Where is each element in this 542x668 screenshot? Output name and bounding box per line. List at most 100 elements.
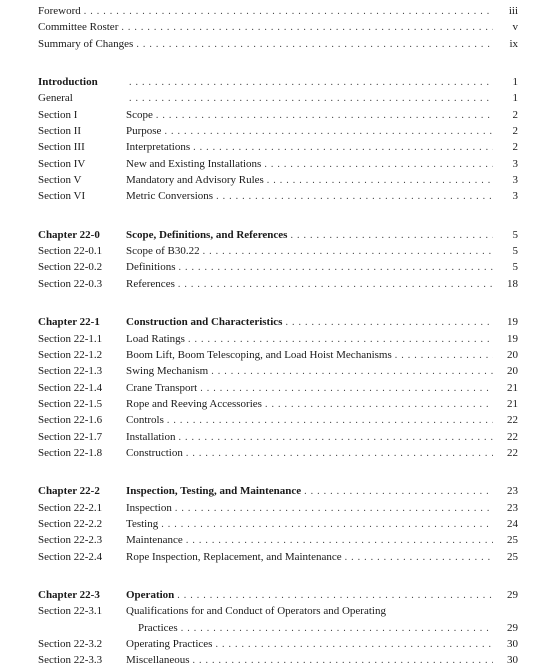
toc-entry-continuation: Practices...............................… <box>38 621 518 636</box>
title-col: Scope, Definitions, and References......… <box>126 228 496 243</box>
title-col: Swing Mechanism.........................… <box>126 364 496 379</box>
section-label: Section VI <box>38 189 126 204</box>
entry-title: Metric Conversions <box>126 189 213 204</box>
table-of-contents: Foreword................................… <box>38 4 518 668</box>
leader-dots: ........................................… <box>265 398 493 412</box>
front-matter-entry: Committee Roster........................… <box>38 20 518 35</box>
page-number: 19 <box>496 315 518 330</box>
entry-title: Purpose <box>126 124 161 139</box>
leader-dots: ........................................… <box>161 518 493 532</box>
leader-dots: ........................................… <box>345 551 493 565</box>
toc-entry: Section 22-1.3Swing Mechanism...........… <box>38 364 518 379</box>
section-label: Introduction <box>38 75 126 90</box>
section-label: Section 22-1.7 <box>38 430 126 445</box>
page-number: 22 <box>496 413 518 428</box>
toc-entry: Section IIPurpose.......................… <box>38 124 518 139</box>
title-col: References..............................… <box>126 277 496 292</box>
front-matter-entry: Summary of Changes......................… <box>38 37 518 52</box>
leader-dots: ........................................… <box>211 365 493 379</box>
title-col: Mandatory and Advisory Rules............… <box>126 173 496 188</box>
page-number: 23 <box>496 501 518 516</box>
entry-title: Definitions <box>126 260 176 275</box>
leader-dots: ........................................… <box>186 447 493 461</box>
leader-dots: ........................................… <box>304 485 493 499</box>
toc-entry: Section 22-0.3References................… <box>38 277 518 292</box>
entry-title: Scope, Definitions, and References <box>126 228 287 243</box>
section-label: Section 22-1.6 <box>38 413 126 428</box>
title-col: Installation............................… <box>126 430 496 445</box>
page-number: 2 <box>496 108 518 123</box>
title-col: Summary of Changes......................… <box>38 37 496 52</box>
toc-entry: Section 22-3.3Miscellaneous.............… <box>38 653 518 668</box>
section-label: Section 22-0.2 <box>38 260 126 275</box>
title-col: ........................................… <box>126 76 496 90</box>
entry-title: Rope and Reeving Accessories <box>126 397 262 412</box>
page-number: 23 <box>496 484 518 499</box>
title-col: Controls................................… <box>126 413 496 428</box>
leader-dots: ........................................… <box>175 502 493 516</box>
entry-title: Construction <box>126 446 183 461</box>
title-col: Qualifications for and Conduct of Operat… <box>126 604 496 619</box>
toc-entry: Section VIMetric Conversions............… <box>38 189 518 204</box>
group-spacer <box>38 206 518 228</box>
title-col: Load Ratings............................… <box>126 332 496 347</box>
section-label: Section 22-3.1 <box>38 604 126 619</box>
page-number: 22 <box>496 430 518 445</box>
entry-title: Inspection, Testing, and Maintenance <box>126 484 301 499</box>
leader-dots: ........................................… <box>129 76 493 90</box>
entry-title: Inspection <box>126 501 172 516</box>
group-spacer <box>38 53 518 75</box>
leader-dots: ........................................… <box>164 125 493 139</box>
section-label: Section 22-3.2 <box>38 637 126 652</box>
toc-entry: Section 22-1.6Controls..................… <box>38 413 518 428</box>
leader-dots: ........................................… <box>290 229 493 243</box>
page-number: 24 <box>496 517 518 532</box>
leader-dots: ........................................… <box>188 333 493 347</box>
page-number: 5 <box>496 244 518 259</box>
section-label: Section 22-0.1 <box>38 244 126 259</box>
leader-dots: ........................................… <box>121 21 493 35</box>
section-label: Section II <box>38 124 126 139</box>
leader-dots: ........................................… <box>156 109 493 123</box>
entry-title: Rope Inspection, Replacement, and Mainte… <box>126 550 342 565</box>
section-label: Section 22-1.5 <box>38 397 126 412</box>
section-label: Section 22-2.3 <box>38 533 126 548</box>
toc-entry: Section 22-1.4Crane Transport...........… <box>38 381 518 396</box>
title-col: Scope of B30.22.........................… <box>126 244 496 259</box>
toc-entry: Section 22-0.1Scope of B30.22...........… <box>38 244 518 259</box>
page-number: 30 <box>496 637 518 652</box>
entry-title: Qualifications for and Conduct of Operat… <box>126 604 386 619</box>
section-label: Section 22-0.3 <box>38 277 126 292</box>
section-label: Chapter 22-3 <box>38 588 126 603</box>
page-number: 3 <box>496 157 518 172</box>
title-col: Operating Practices.....................… <box>126 637 496 652</box>
entry-title: Maintenance <box>126 533 183 548</box>
group-heading: Chapter 22-1Construction and Characteris… <box>38 315 518 330</box>
entry-title: Installation <box>126 430 176 445</box>
entry-title: Construction and Characteristics <box>126 315 282 330</box>
entry-title: Scope <box>126 108 153 123</box>
title-col: Scope...................................… <box>126 108 496 123</box>
group-heading: Introduction............................… <box>38 75 518 90</box>
title-col: Operation...............................… <box>126 588 496 603</box>
entry-title: Scope of B30.22 <box>126 244 200 259</box>
leader-dots: ........................................… <box>84 5 493 19</box>
toc-entry: Section 22-2.4Rope Inspection, Replaceme… <box>38 550 518 565</box>
page-number: 19 <box>496 332 518 347</box>
leader-dots: ........................................… <box>181 622 493 636</box>
leader-dots: ........................................… <box>179 431 494 445</box>
entry-title-continuation: Practices <box>138 621 178 636</box>
leader-dots: ........................................… <box>179 261 494 275</box>
title-col: Construction and Characteristics........… <box>126 315 496 330</box>
group-spacer <box>38 293 518 315</box>
toc-entry: Section 22-2.1Inspection................… <box>38 501 518 516</box>
section-label: Chapter 22-2 <box>38 484 126 499</box>
title-col: Testing.................................… <box>126 517 496 532</box>
title-col: New and Existing Installations..........… <box>126 157 496 172</box>
title-col: Definitions.............................… <box>126 260 496 275</box>
section-label: Chapter 22-0 <box>38 228 126 243</box>
toc-entry: Section 22-1.5Rope and Reeving Accessori… <box>38 397 518 412</box>
title-col: Construction............................… <box>126 446 496 461</box>
section-label: Section 22-1.8 <box>38 446 126 461</box>
page-number: 5 <box>496 228 518 243</box>
